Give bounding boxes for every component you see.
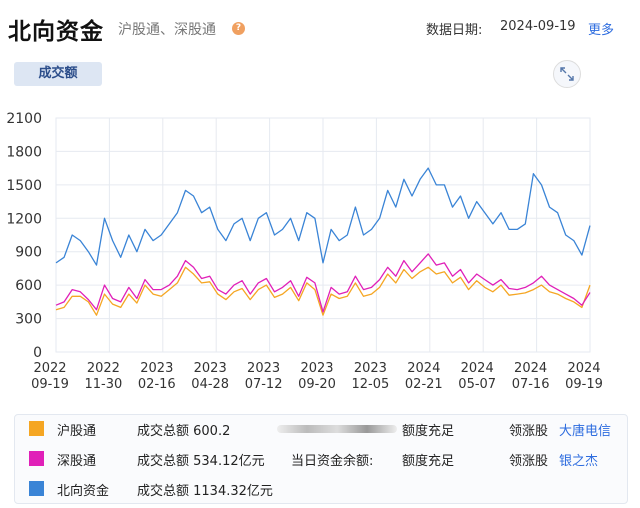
x-tick-date: 12-05 bbox=[352, 377, 390, 392]
x-tick-date: 07-12 bbox=[245, 377, 283, 392]
date-label: 数据日期: bbox=[426, 23, 483, 38]
series-line-1 bbox=[55, 266, 591, 316]
chart-lines bbox=[55, 167, 591, 316]
page-subtitle: 沪股通、深股通 bbox=[118, 22, 216, 38]
x-tick-date: 02-16 bbox=[138, 377, 176, 392]
legend-panel: 沪股通 成交总额 600.2 额度充足 领涨股 大唐电信 深股通 成交总额 53… bbox=[14, 414, 628, 504]
y-tick-label: 300 bbox=[15, 312, 42, 328]
x-tick-date: 04-28 bbox=[191, 377, 229, 392]
blurred-region bbox=[277, 425, 397, 433]
legend-row-sz: 深股通 成交总额 534.12亿元 当日资金余额: 额度充足 领涨股 银之杰 bbox=[15, 445, 629, 473]
legend-name: 深股通 bbox=[57, 454, 97, 469]
expand-icon[interactable] bbox=[553, 60, 581, 88]
y-tick-label: 0 bbox=[33, 345, 42, 361]
y-tick-label: 1200 bbox=[6, 211, 42, 227]
legend-quota: 额度充足 bbox=[402, 454, 455, 469]
legend-volume: 成交总额 600.2 bbox=[137, 424, 231, 439]
x-tick-date: 02-21 bbox=[405, 377, 443, 392]
x-tick-date: 05-07 bbox=[458, 377, 496, 392]
legend-lead-stock[interactable]: 银之杰 bbox=[559, 454, 599, 469]
legend-row-north: 北向资金 成交总额 1134.32亿元 bbox=[15, 475, 629, 503]
x-tick-date: 09-19 bbox=[31, 377, 69, 392]
x-tick-year: 2023 bbox=[140, 361, 173, 376]
y-tick-label: 1800 bbox=[6, 144, 42, 160]
more-link[interactable]: 更多 bbox=[588, 23, 615, 38]
y-tick-label: 600 bbox=[15, 278, 42, 294]
y-tick-label: 1500 bbox=[6, 178, 42, 194]
legend-lead-label: 领涨股 bbox=[509, 454, 549, 469]
legend-balance-label: 当日资金余额: bbox=[291, 454, 374, 469]
legend-swatch bbox=[29, 451, 44, 466]
x-tick-date: 11-30 bbox=[85, 377, 123, 392]
x-tick-date: 09-19 bbox=[565, 377, 603, 392]
x-tick-year: 2023 bbox=[354, 361, 387, 376]
x-tick-date: 09-20 bbox=[298, 377, 336, 392]
legend-name: 北向资金 bbox=[57, 484, 110, 499]
legend-lead-stock[interactable]: 大唐电信 bbox=[559, 424, 612, 439]
series-line-2 bbox=[55, 253, 591, 313]
legend-swatch bbox=[29, 481, 44, 496]
series-line-0 bbox=[55, 167, 591, 266]
x-tick-year: 2024 bbox=[461, 361, 494, 376]
legend-row-sh: 沪股通 成交总额 600.2 额度充足 领涨股 大唐电信 bbox=[15, 415, 629, 443]
tab-turnover[interactable]: 成交额 bbox=[14, 62, 102, 86]
x-tick-year: 2024 bbox=[514, 361, 547, 376]
y-tick-label: 2100 bbox=[6, 111, 42, 127]
x-tick-year: 2023 bbox=[300, 361, 333, 376]
x-tick-year: 2024 bbox=[407, 361, 440, 376]
legend-quota: 额度充足 bbox=[402, 424, 455, 439]
page-title: 北向资金 bbox=[8, 19, 104, 45]
date-value: 2024-09-19 bbox=[500, 19, 576, 34]
chart-grid bbox=[55, 117, 591, 353]
legend-name: 沪股通 bbox=[57, 424, 97, 439]
header: 北向资金 沪股通、深股通 ? 数据日期: 2024-09-19 更多 bbox=[0, 0, 640, 56]
x-tick-year: 2023 bbox=[194, 361, 227, 376]
x-tick-year: 2022 bbox=[87, 361, 120, 376]
x-tick-year: 2024 bbox=[567, 361, 600, 376]
y-axis: 0 300 600 900 1200 1500 1800 2100 bbox=[6, 111, 42, 361]
question-icon[interactable]: ? bbox=[232, 22, 245, 35]
x-tick-date: 07-16 bbox=[512, 377, 550, 392]
legend-volume: 成交总额 1134.32亿元 bbox=[137, 484, 273, 499]
legend-volume: 成交总额 534.12亿元 bbox=[137, 454, 265, 469]
y-tick-label: 900 bbox=[15, 245, 42, 261]
x-tick-year: 2022 bbox=[33, 361, 66, 376]
x-tick-year: 2023 bbox=[247, 361, 280, 376]
legend-swatch bbox=[29, 421, 44, 436]
legend-lead-label: 领涨股 bbox=[509, 424, 549, 439]
x-axis: 202209-19202211-30202302-16202304-282023… bbox=[31, 361, 603, 392]
